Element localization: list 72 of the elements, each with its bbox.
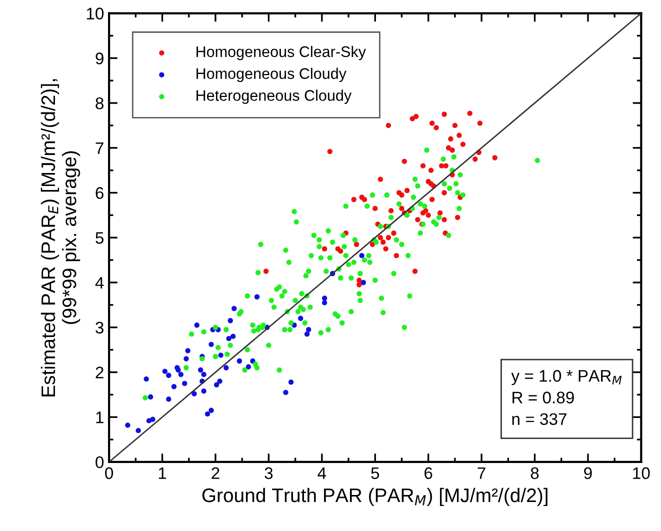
y-tick-label: 9: [96, 52, 104, 64]
point: [359, 252, 364, 258]
y-tick-label: 8: [96, 97, 104, 110]
point: [204, 411, 210, 417]
point: [136, 428, 141, 434]
point: [194, 322, 200, 328]
point: [232, 306, 237, 312]
point: [304, 331, 310, 337]
point: [214, 382, 220, 388]
x-axis-title: Ground Truth PAR (PAR$_{M}$) [MJ/m²/(d/2)]: [202, 488, 548, 506]
x-tick-label: 6: [424, 467, 432, 480]
point: [166, 396, 172, 402]
x-tick-label: 8: [530, 467, 539, 480]
legend-label: Heterogeneous Cloudy: [196, 90, 352, 104]
point: [218, 352, 224, 358]
x-tick-label: 5: [371, 467, 380, 480]
x-tick-label: 0: [105, 467, 114, 480]
x-tick-label: 3: [264, 467, 273, 480]
y-tick-label: 0: [96, 456, 104, 468]
point: [217, 378, 222, 384]
point: [322, 296, 328, 301]
y-axis-title: Estimated PAR (PAR$_{E}$) [MJ/m²/(d/2)], (99*99 pix. average): [40, 79, 80, 396]
point: [360, 280, 366, 286]
point: [182, 380, 188, 386]
x-tick-label: 4: [318, 467, 326, 479]
point: [201, 388, 206, 394]
point: [230, 334, 236, 339]
y-tick-label: 2: [96, 366, 104, 378]
annotation: n = 337: [512, 413, 566, 426]
point: [298, 316, 304, 321]
x-tick-label: 10: [633, 467, 650, 480]
point: [283, 390, 288, 396]
point: [185, 348, 190, 354]
point: [184, 356, 189, 362]
point: [201, 372, 206, 378]
point: [322, 300, 328, 306]
point: [254, 294, 260, 300]
x-tick-label: 9: [584, 467, 592, 480]
point: [228, 318, 233, 324]
x-tick-label: 7: [478, 467, 486, 479]
y-tick-label: 3: [96, 322, 104, 334]
legend-label: Homogeneous Cloudy: [196, 68, 346, 82]
y-tick-label: 5: [96, 232, 104, 244]
point: [306, 327, 312, 332]
y-tick-label: 6: [96, 187, 104, 199]
point: [150, 416, 156, 422]
point: [144, 376, 149, 382]
point: [208, 342, 214, 348]
y-tick-label: 10: [86, 8, 104, 20]
point: [236, 358, 242, 364]
point: [125, 422, 130, 428]
point: [176, 367, 181, 373]
annotation: R = 0.89: [512, 392, 574, 404]
y-tick-label: 1: [96, 412, 104, 424]
x-tick-label: 2: [212, 467, 220, 479]
y-tick-label: 4: [95, 277, 104, 289]
point: [246, 364, 252, 370]
point: [226, 336, 232, 342]
point: [208, 408, 214, 413]
point: [148, 394, 154, 400]
point: [192, 391, 197, 396]
annotation: y = 1.0 * PAR$_{M}$: [511, 370, 622, 386]
point: [198, 367, 204, 373]
point: [162, 368, 168, 374]
point: [166, 372, 172, 378]
point: [171, 384, 177, 390]
point: [224, 365, 229, 370]
legend-label: Homogeneous Clear-Sky: [196, 46, 366, 60]
point: [178, 372, 184, 378]
y-tick-label: 7: [96, 142, 104, 154]
x-tick-label: 1: [158, 467, 166, 479]
point: [288, 380, 294, 385]
